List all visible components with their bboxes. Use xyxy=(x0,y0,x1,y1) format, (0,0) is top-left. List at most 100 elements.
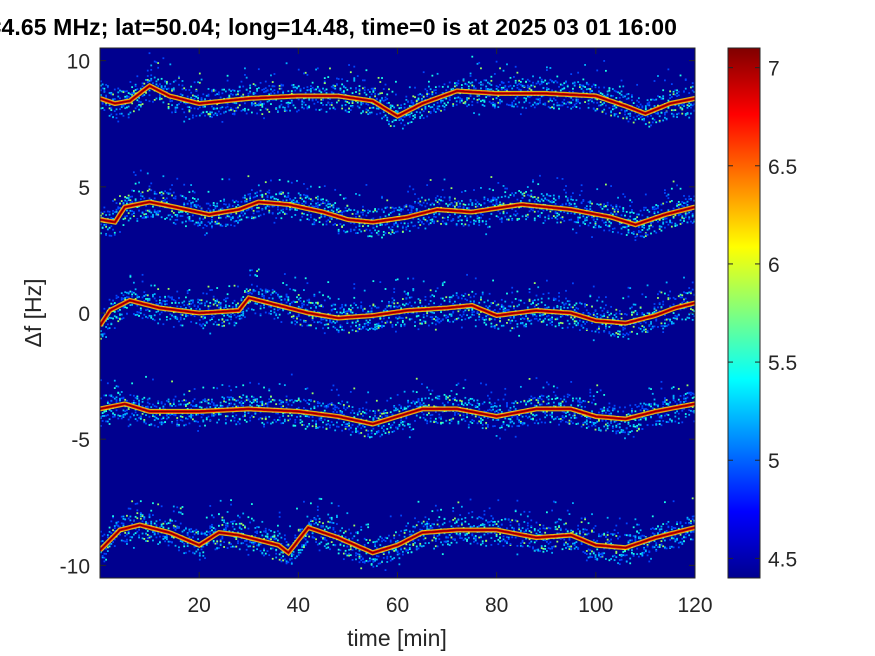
speckle xyxy=(622,335,625,338)
speckle xyxy=(245,209,248,212)
speckle xyxy=(617,208,619,211)
speckle xyxy=(622,193,625,196)
speckle xyxy=(297,315,300,317)
speckle xyxy=(665,117,668,120)
speckle xyxy=(419,219,422,222)
speckle xyxy=(297,202,300,204)
speckle xyxy=(190,205,193,208)
speckle xyxy=(629,118,632,120)
speckle xyxy=(605,224,607,226)
speckle xyxy=(171,297,173,300)
speckle xyxy=(290,181,293,184)
speckle xyxy=(539,174,541,177)
speckle xyxy=(363,86,366,89)
speckle xyxy=(441,282,444,285)
speckle xyxy=(124,90,127,93)
speckle xyxy=(405,297,408,300)
speckle xyxy=(209,305,212,307)
speckle xyxy=(377,326,380,329)
speckle xyxy=(122,104,125,107)
speckle xyxy=(582,85,585,88)
speckle xyxy=(466,105,468,108)
speckle xyxy=(570,101,573,104)
speckle xyxy=(544,317,547,320)
speckle xyxy=(481,318,484,321)
speckle xyxy=(146,209,149,212)
speckle xyxy=(558,322,560,325)
speckle xyxy=(230,107,232,110)
speckle xyxy=(651,121,654,124)
speckle xyxy=(358,85,361,87)
speckle xyxy=(237,106,239,109)
speckle xyxy=(485,96,488,99)
speckle xyxy=(499,317,501,320)
speckle xyxy=(171,302,173,304)
speckle xyxy=(573,103,576,106)
speckle xyxy=(330,102,333,104)
speckle xyxy=(207,94,210,97)
speckle xyxy=(368,107,371,109)
speckle xyxy=(382,309,385,312)
speckle xyxy=(127,116,130,119)
speckle xyxy=(349,105,352,107)
speckle xyxy=(622,326,625,329)
speckle xyxy=(247,290,250,292)
speckle xyxy=(374,88,376,91)
speckle xyxy=(627,337,630,340)
speckle xyxy=(589,89,592,92)
speckle xyxy=(606,204,609,207)
speckle xyxy=(304,202,307,204)
speckle xyxy=(516,325,519,328)
speckle xyxy=(526,317,529,320)
speckle xyxy=(535,294,538,297)
speckle xyxy=(688,216,691,219)
speckle xyxy=(103,90,106,92)
speckle xyxy=(188,216,191,218)
speckle xyxy=(193,223,196,226)
speckle xyxy=(165,81,168,83)
speckle xyxy=(382,109,385,112)
speckle xyxy=(421,114,423,117)
speckle xyxy=(297,294,300,296)
speckle xyxy=(356,319,359,322)
speckle xyxy=(339,87,342,90)
speckle xyxy=(528,298,531,301)
speckle xyxy=(155,210,158,213)
speckle xyxy=(218,209,220,212)
speckle xyxy=(516,212,519,215)
speckle xyxy=(356,210,359,212)
speckle xyxy=(337,230,340,233)
speckle xyxy=(226,102,229,105)
speckle xyxy=(596,203,599,206)
speckle xyxy=(148,209,151,212)
speckle xyxy=(657,112,659,115)
speckle xyxy=(257,291,260,293)
speckle xyxy=(408,113,411,116)
speckle xyxy=(153,197,156,200)
speckle xyxy=(190,203,193,206)
speckle xyxy=(313,102,316,105)
speckle xyxy=(594,309,597,312)
speckle xyxy=(332,210,335,213)
speckle xyxy=(480,81,482,84)
speckle xyxy=(110,217,113,219)
speckle xyxy=(341,213,344,216)
speckle xyxy=(613,210,616,213)
speckle xyxy=(537,196,540,199)
speckle xyxy=(511,286,514,289)
speckle xyxy=(412,103,415,106)
speckle xyxy=(205,292,208,295)
speckle xyxy=(179,318,182,321)
speckle xyxy=(386,223,389,225)
speckle xyxy=(454,85,456,88)
speckle xyxy=(261,103,264,105)
speckle xyxy=(471,81,474,84)
speckle xyxy=(558,292,560,294)
speckle xyxy=(355,321,357,324)
speckle xyxy=(282,282,285,284)
speckle xyxy=(323,89,326,92)
speckle xyxy=(426,92,429,94)
speckle xyxy=(342,197,345,200)
speckle xyxy=(145,91,147,94)
speckle xyxy=(426,95,429,97)
